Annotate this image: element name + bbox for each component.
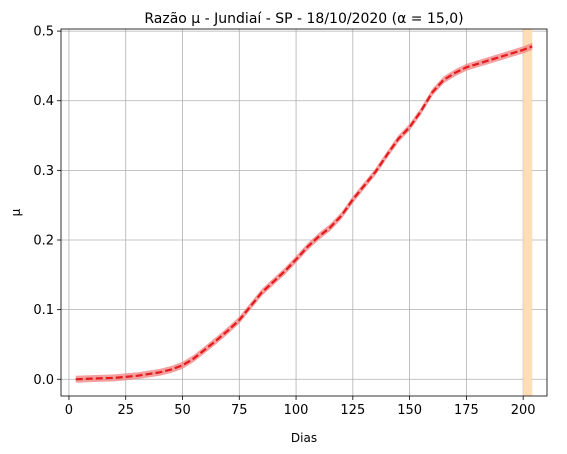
y-tick-label: 0.1 xyxy=(33,303,54,318)
y-axis-label: µ xyxy=(9,208,23,216)
y-tick-label: 0.3 xyxy=(33,164,54,179)
x-tick-label: 200 xyxy=(511,403,536,418)
y-axis-ticks: 0.0 0.1 0.2 0.3 0.4 0.5 xyxy=(33,25,61,388)
x-axis-ticks: 0 25 50 75 100 125 150 175 200 xyxy=(65,396,536,418)
highlight-span-layer xyxy=(523,29,533,396)
chart-title: Razão µ - Jundiaí - SP - 18/10/2020 (α =… xyxy=(144,11,463,27)
y-tick-label: 0.4 xyxy=(33,94,54,109)
highlight-span xyxy=(523,29,533,396)
x-tick-label: 125 xyxy=(340,403,365,418)
y-tick-label: 0.0 xyxy=(33,373,54,388)
series-band xyxy=(75,42,533,383)
x-tick-label: 25 xyxy=(117,403,134,418)
x-axis-label: Dias xyxy=(291,431,317,445)
x-tick-label: 175 xyxy=(454,403,479,418)
axes-frame xyxy=(60,28,548,397)
y-tick-label: 0.2 xyxy=(33,234,54,249)
grid xyxy=(61,29,547,396)
y-tick-label: 0.5 xyxy=(33,25,54,40)
series-line xyxy=(75,45,533,381)
x-tick-label: 75 xyxy=(231,403,248,418)
x-tick-label: 50 xyxy=(174,403,191,418)
x-tick-label: 100 xyxy=(284,403,309,418)
x-tick-label: 0 xyxy=(65,403,73,418)
x-tick-label: 150 xyxy=(397,403,422,418)
series-layer xyxy=(75,42,533,383)
